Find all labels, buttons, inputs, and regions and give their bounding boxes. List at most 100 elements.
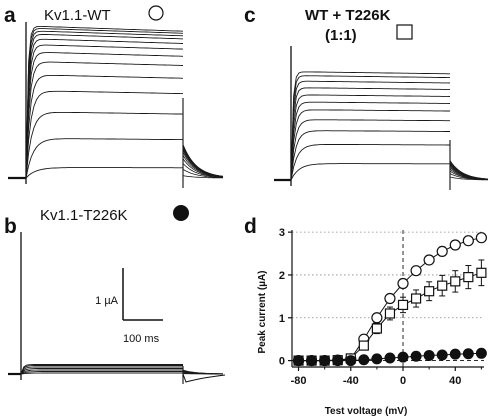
current-trace bbox=[290, 71, 450, 181]
data-point-filled-circle bbox=[332, 355, 344, 367]
current-trace bbox=[25, 74, 184, 179]
data-point-square bbox=[424, 286, 435, 297]
data-point-open-circle bbox=[436, 245, 448, 258]
current-trace bbox=[20, 365, 183, 375]
current-trace bbox=[290, 75, 450, 181]
series-filled-circle bbox=[293, 347, 487, 367]
data-point-square bbox=[437, 280, 448, 291]
traces-panel-b bbox=[8, 232, 226, 384]
scale-bar-time-label: 100 ms bbox=[123, 333, 160, 345]
iv-axes bbox=[288, 230, 484, 371]
data-point-filled-circle bbox=[475, 347, 487, 359]
x-tick-label: 0 bbox=[400, 375, 406, 387]
x-tick-label: -40 bbox=[343, 375, 359, 387]
current-trace bbox=[25, 34, 184, 179]
tail-current-trace bbox=[182, 369, 223, 375]
current-trace bbox=[25, 138, 183, 179]
data-point-square bbox=[358, 340, 369, 351]
current-trace bbox=[25, 111, 184, 179]
panel-b-title: Kv1.1-T226K bbox=[40, 207, 128, 224]
data-point-open-circle bbox=[410, 265, 422, 277]
x-tick-label: 40 bbox=[449, 375, 461, 387]
data-point-filled-circle bbox=[449, 348, 461, 360]
current-trace bbox=[20, 369, 183, 375]
data-point-filled-circle bbox=[319, 355, 331, 367]
current-trace bbox=[25, 52, 184, 179]
data-point-square bbox=[384, 308, 396, 319]
data-point-filled-circle bbox=[306, 355, 318, 367]
data-point-open-circle bbox=[475, 232, 487, 244]
data-point-square bbox=[410, 293, 422, 304]
iv-series bbox=[292, 232, 487, 367]
current-trace bbox=[290, 119, 450, 181]
panel-c-title: WT + T226K bbox=[305, 7, 391, 24]
current-trace bbox=[290, 94, 451, 181]
data-point-filled-circle bbox=[436, 349, 448, 361]
data-point-open-circle bbox=[371, 312, 383, 324]
t226k-filled-circle-icon bbox=[173, 205, 189, 221]
iv-plot: 0 1 2 3 -80 -40 0 40 Test voltage (mV) Peak cur… bbox=[257, 227, 487, 417]
current-trace bbox=[290, 163, 450, 181]
scale-bar-current-label: 1 µA bbox=[95, 295, 119, 307]
data-point-filled-circle bbox=[384, 352, 396, 364]
current-trace bbox=[290, 109, 450, 181]
iv-tick-labels: 0 1 2 3 -80 -40 0 40 bbox=[279, 227, 462, 387]
data-point-open-circle bbox=[462, 235, 474, 247]
data-point-open-circle bbox=[449, 239, 461, 251]
tail-current-trace bbox=[182, 144, 224, 177]
tail-current-trace bbox=[182, 168, 224, 178]
data-point-square bbox=[476, 267, 487, 278]
data-point-filled-circle bbox=[371, 353, 383, 365]
traces-panel-a bbox=[8, 22, 224, 188]
mix-open-square-icon bbox=[396, 24, 413, 40]
panel-b-label: b bbox=[4, 215, 17, 238]
current-trace bbox=[25, 90, 183, 179]
data-point-open-circle bbox=[397, 277, 409, 290]
y-tick-label: 0 bbox=[279, 356, 285, 368]
data-point-square bbox=[397, 299, 409, 311]
current-trace bbox=[20, 372, 183, 375]
current-trace bbox=[25, 25, 184, 179]
current-trace bbox=[25, 38, 184, 179]
data-point-filled-circle bbox=[345, 355, 357, 367]
data-point-square bbox=[371, 323, 382, 334]
panel-a-label: a bbox=[4, 4, 16, 27]
current-trace bbox=[290, 80, 451, 181]
panel-c-label: c bbox=[244, 4, 256, 27]
current-trace bbox=[290, 130, 450, 181]
panel-a-title: Kv1.1-WT bbox=[44, 7, 111, 24]
current-trace bbox=[20, 366, 183, 375]
data-point-filled-circle bbox=[462, 348, 474, 360]
wt-open-circle-icon bbox=[148, 5, 164, 21]
y-axis-label: Peak current (µA) bbox=[257, 270, 268, 353]
data-point-square bbox=[463, 271, 474, 283]
x-tick-label: -80 bbox=[291, 375, 307, 387]
data-point-open-circle bbox=[384, 292, 396, 305]
panel-c-subtitle: (1:1) bbox=[325, 27, 357, 44]
data-point-filled-circle bbox=[358, 354, 370, 366]
traces-panel-c bbox=[274, 46, 489, 190]
series-open-square bbox=[293, 259, 487, 366]
scale-bar: 1 µA 100 ms bbox=[95, 268, 163, 345]
panel-d-label: d bbox=[244, 215, 257, 238]
y-tick-label: 2 bbox=[279, 270, 285, 282]
tail-current-trace bbox=[182, 175, 223, 179]
y-tick-label: 3 bbox=[279, 227, 285, 239]
data-point-filled-circle bbox=[410, 350, 422, 362]
data-point-filled-circle bbox=[397, 351, 409, 363]
data-point-square bbox=[450, 276, 461, 287]
current-trace bbox=[20, 364, 183, 375]
y-tick-label: 1 bbox=[279, 313, 285, 325]
current-trace bbox=[290, 101, 451, 181]
current-trace bbox=[25, 167, 183, 179]
current-trace bbox=[20, 368, 183, 375]
data-point-open-circle bbox=[423, 254, 435, 266]
tail-current-trace bbox=[449, 160, 489, 180]
current-trace bbox=[25, 44, 184, 179]
current-trace bbox=[20, 371, 183, 375]
current-trace bbox=[290, 144, 450, 181]
tail-dip-trace bbox=[182, 373, 226, 383]
current-trace bbox=[25, 61, 184, 179]
current-trace bbox=[25, 30, 184, 179]
